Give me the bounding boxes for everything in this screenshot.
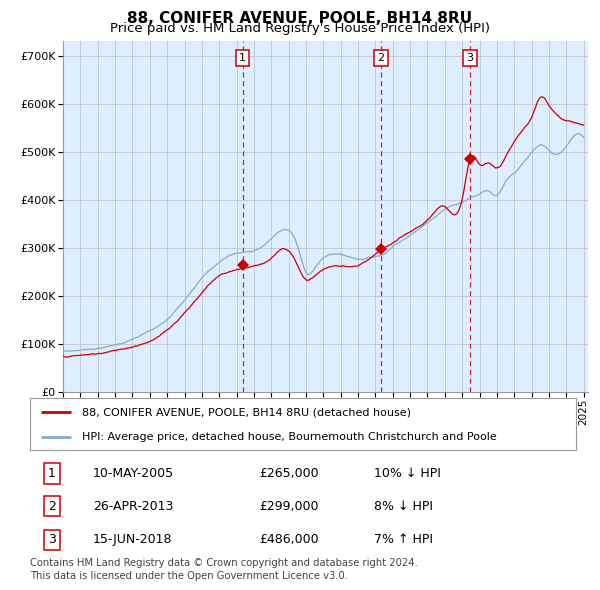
Text: 10% ↓ HPI: 10% ↓ HPI (374, 467, 441, 480)
Text: 7% ↑ HPI: 7% ↑ HPI (374, 533, 433, 546)
Text: £486,000: £486,000 (259, 533, 319, 546)
Text: £299,000: £299,000 (259, 500, 319, 513)
Text: Price paid vs. HM Land Registry's House Price Index (HPI): Price paid vs. HM Land Registry's House … (110, 22, 490, 35)
Text: HPI: Average price, detached house, Bournemouth Christchurch and Poole: HPI: Average price, detached house, Bour… (82, 432, 497, 442)
Text: 2: 2 (48, 500, 56, 513)
Text: 88, CONIFER AVENUE, POOLE, BH14 8RU: 88, CONIFER AVENUE, POOLE, BH14 8RU (127, 11, 473, 25)
Text: 1: 1 (239, 53, 246, 63)
Text: 1: 1 (48, 467, 56, 480)
Text: This data is licensed under the Open Government Licence v3.0.: This data is licensed under the Open Gov… (30, 571, 348, 581)
Text: 8% ↓ HPI: 8% ↓ HPI (374, 500, 433, 513)
Text: 26-APR-2013: 26-APR-2013 (93, 500, 173, 513)
Text: 10-MAY-2005: 10-MAY-2005 (93, 467, 174, 480)
Text: 3: 3 (48, 533, 56, 546)
Text: 3: 3 (467, 53, 473, 63)
Text: 2: 2 (377, 53, 385, 63)
Text: Contains HM Land Registry data © Crown copyright and database right 2024.: Contains HM Land Registry data © Crown c… (30, 558, 418, 568)
Text: 88, CONIFER AVENUE, POOLE, BH14 8RU (detached house): 88, CONIFER AVENUE, POOLE, BH14 8RU (det… (82, 407, 411, 417)
Text: 15-JUN-2018: 15-JUN-2018 (93, 533, 172, 546)
Text: £265,000: £265,000 (259, 467, 319, 480)
